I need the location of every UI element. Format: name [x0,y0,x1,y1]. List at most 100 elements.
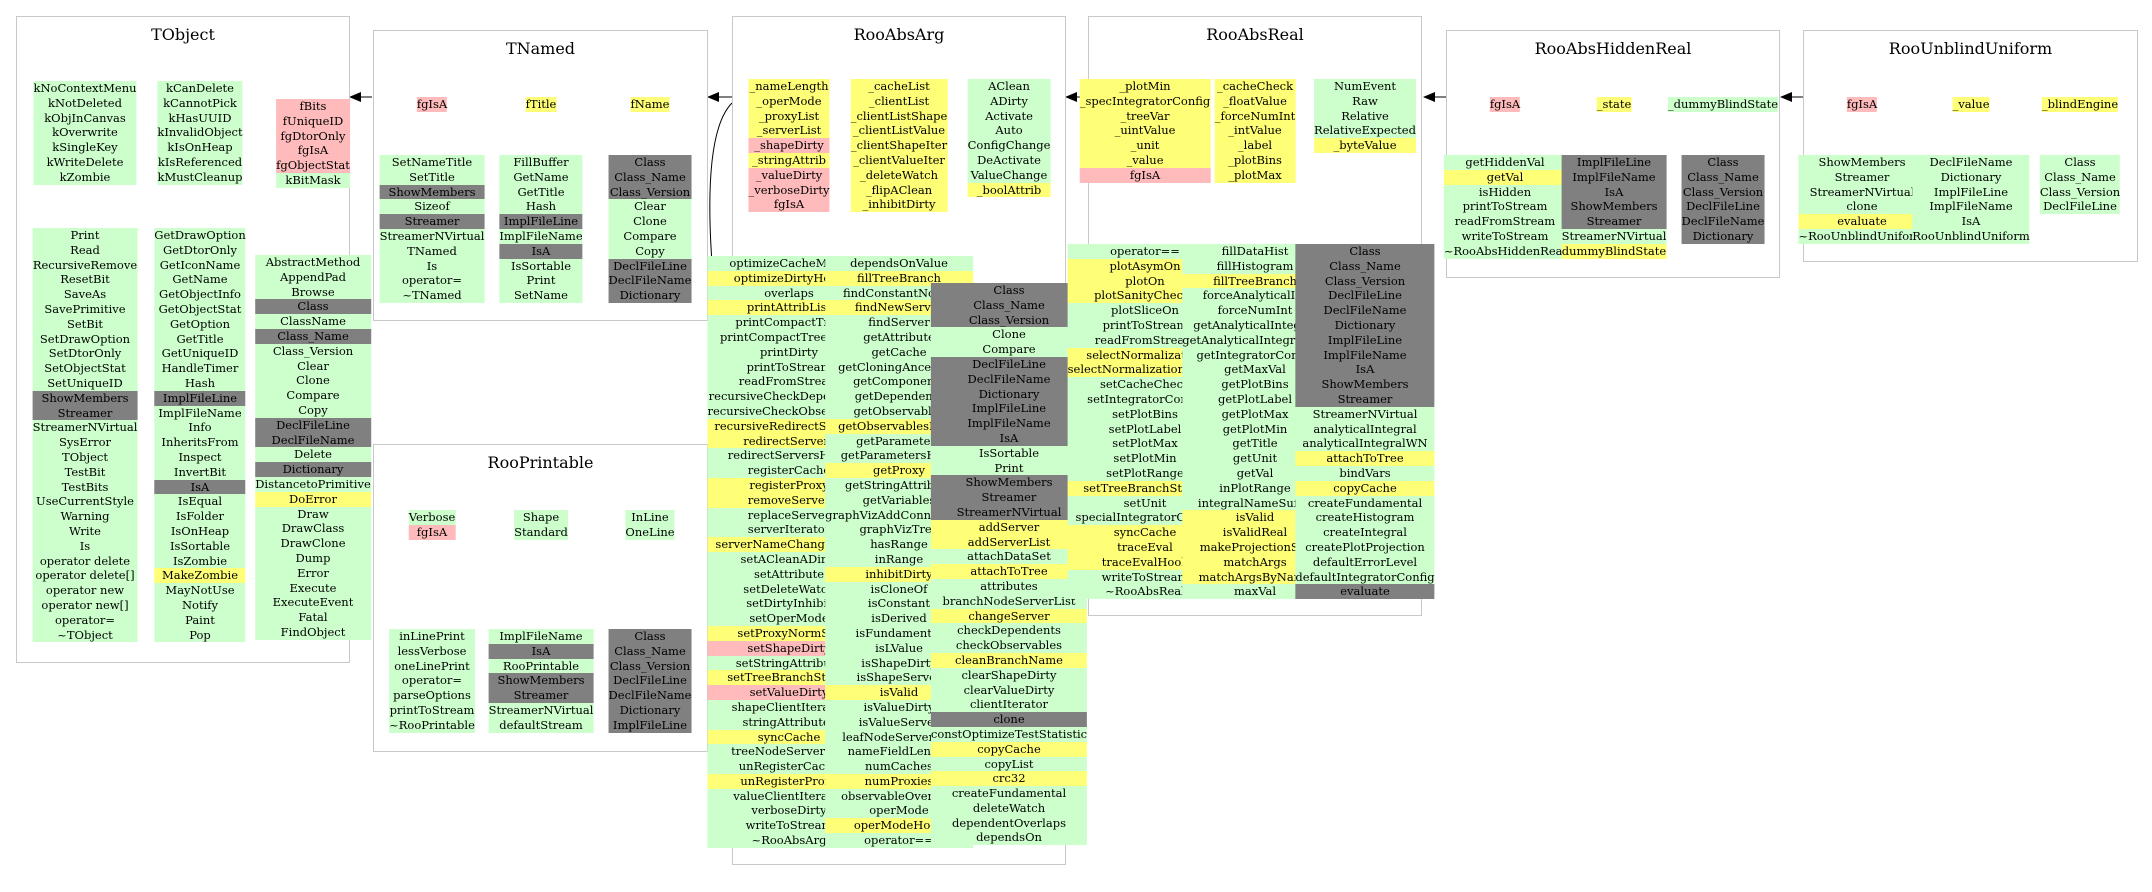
class-member: Compare [930,342,1088,357]
class-member: getHiddenVal [1443,155,1567,170]
class-member: lessVerbose [389,643,475,659]
class-member: SaveAs [32,287,138,302]
class-member: Draw [255,506,371,522]
class-member: inPlotRange [1182,480,1328,496]
class-member: Streamer [1295,391,1435,407]
class-member: SetObjectStat [32,361,138,376]
class-member: _valueDirty [748,167,830,183]
class-member: FindObject [255,624,371,640]
class-member: ShowMembers [1295,377,1435,392]
class-member: ShowMembers [488,673,594,689]
member-column: optimizeCacheMode optimizeDirtyHook overla… [707,256,871,848]
class-member: _stringAttrib [748,152,830,168]
class-member: SysError [32,435,138,450]
class-member: clone [930,712,1088,727]
member-column: _nameLength _operMode _proxyList _serverLis… [748,79,830,213]
class-member: Warning [32,509,138,524]
class-member: fgIsA [416,97,448,112]
class-member: operator= [389,673,475,689]
class-member: fillTreeBranch [1182,273,1328,289]
class-member: defaultStream [488,717,594,733]
class-member: Class_Version [1681,184,1765,200]
class-member: DeclFileLine [930,356,1088,372]
class-member: ValueChange [967,167,1051,183]
class-member: DeclFileLine [608,673,692,689]
class-member: isValid [1182,510,1328,526]
class-member: SetDtorOnly [32,346,138,362]
class-member: Print [930,460,1088,476]
class-member: FillBuffer [499,155,583,170]
class-member: getVal [1443,169,1567,185]
class-member: fgIsA [1846,97,1878,112]
class-member: fTitle [525,97,557,112]
class-member: MayNotUse [154,583,246,598]
class-member: _value [1952,97,1990,112]
class-member: _cacheList [850,79,948,94]
class-member: _floatValue [1214,93,1296,109]
class-member: getPlotBins [1182,377,1328,392]
member-column: DeclFileName Dictionary ImplFileLine ImplFi… [1912,155,2030,244]
class-member: createPlotProjection [1295,539,1435,555]
class-member: Class_Name [255,328,371,344]
class-member: RooPrintable [488,658,594,674]
class-member: kCanDelete [157,81,243,96]
class-member: _clientListShape [850,108,948,124]
class-member: _verboseDirty [748,182,830,198]
class-member: copyCache [930,741,1088,757]
class-member: branchNodeServerList [930,593,1088,609]
class-member: IsSortable [930,445,1088,461]
class-member: ~TNamed [379,288,485,303]
class-member: Hash [499,199,583,215]
class-member: Class [1295,244,1435,259]
class-member: GetIconName [154,257,246,273]
class-member: GetObjectInfo [154,287,246,302]
class-member: changeServer [930,608,1088,624]
class-member: StreamerNVirtual [1295,406,1435,422]
class-member: getPlotMin [1182,421,1328,437]
class-member: _deleteWatch [850,167,948,183]
member-column: GetDrawOption GetDtorOnly GetIconName GetNa… [154,228,246,643]
member-column: _cacheCheck _floatValue _forceNumInt _intVa… [1214,79,1296,183]
class-member: kCannotPick [157,95,243,111]
class-member: _operMode [748,93,830,109]
class-member: StreamerNVirtual [930,504,1088,520]
class-member: DeclFileName [255,432,371,448]
class-member: checkDependents [930,623,1088,639]
class-member: fgIsA [276,143,350,159]
class-member: DeclFileLine [1295,288,1435,304]
class-member: ExecuteEvent [255,595,371,611]
member-column: fillDataHist fillHistogram fillTreeBranch f… [1182,244,1328,600]
class-member: createFundamental [930,786,1088,801]
class-member: clearShapeDirty [930,667,1088,683]
class-member: isHidden [1443,184,1567,200]
member-column: ImplFileName IsA RooPrintable ShowMembers St… [488,629,594,733]
class-member: ConfigChange [967,138,1051,153]
class-member: Dictionary [1912,169,2030,185]
class-member: kNotDeleted [33,95,137,111]
class-member: writeToStream [1443,228,1567,244]
class-member: readFromStream [1443,214,1567,229]
class-member: kBitMask [276,172,350,188]
class-member: StreamerNVirtual [32,420,138,436]
class-member: IsEqual [154,494,246,510]
class-member: GetTitle [499,184,583,200]
class-member: TObject [32,449,138,465]
member-column: Shape Standard [514,510,568,540]
class-member: Is [32,538,138,554]
class-member: Error [255,565,371,581]
class-title: RooAbsHiddenReal [1534,39,1692,58]
class-member: Inspect [154,449,246,465]
class-member: Dictionary [255,462,371,477]
class-member: attributes [930,578,1088,594]
class-member: kIsReferenced [157,154,243,170]
class-member: SetBit [32,316,138,332]
class-member: ImplFileName [1912,199,2030,215]
class-member: HandleTimer [154,361,246,376]
class-member: ~TObject [32,627,138,643]
class-member: Streamer [379,214,485,229]
class-title: RooAbsArg [853,25,945,44]
member-column: _cacheList _clientList _clientListShape _cl… [850,79,948,213]
class-member: Standard [514,524,568,540]
class-member: DeclFileLine [1681,199,1765,215]
class-member: copyCache [1295,480,1435,496]
